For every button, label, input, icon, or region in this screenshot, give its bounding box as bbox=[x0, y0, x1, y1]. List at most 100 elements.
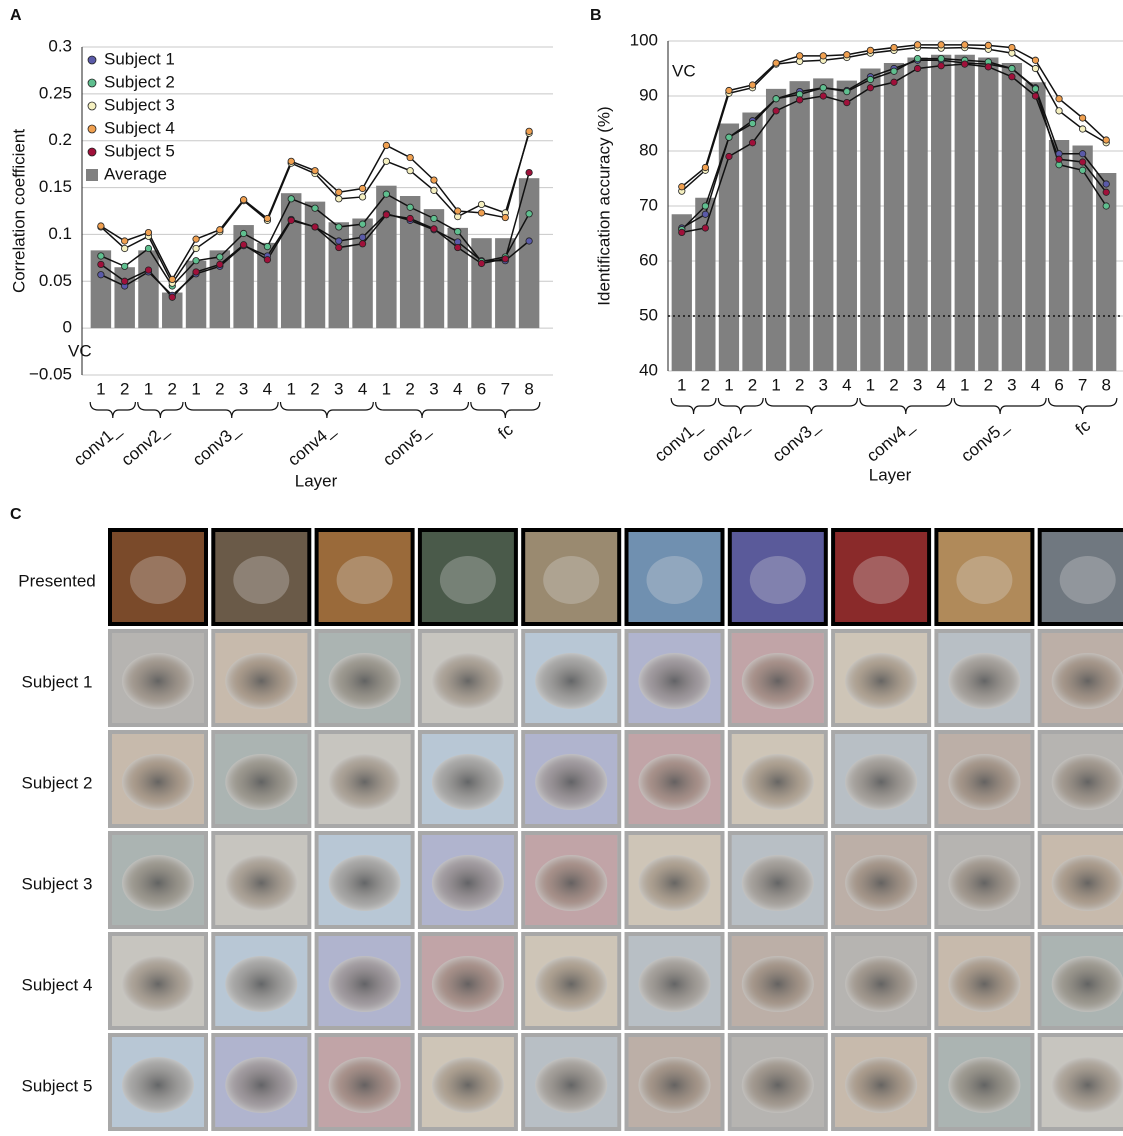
image-blur bbox=[122, 653, 194, 709]
bar bbox=[955, 55, 975, 371]
point bbox=[98, 223, 104, 229]
legend-label: Subject 2 bbox=[104, 72, 175, 91]
point bbox=[1079, 151, 1085, 157]
point bbox=[702, 211, 708, 217]
y-tick-label: 90 bbox=[639, 85, 658, 104]
bar bbox=[1049, 140, 1069, 371]
group-label: conv3_ bbox=[189, 420, 244, 470]
point bbox=[867, 47, 873, 53]
x-tick-label: 1 bbox=[724, 375, 733, 394]
y-tick-label: 80 bbox=[639, 140, 658, 159]
point bbox=[98, 272, 104, 278]
legend-swatch bbox=[88, 125, 96, 133]
point bbox=[431, 215, 437, 221]
image-subject bbox=[750, 556, 806, 604]
image-blur bbox=[122, 1057, 194, 1113]
point bbox=[431, 177, 437, 183]
image-blur bbox=[845, 653, 917, 709]
point bbox=[844, 99, 850, 105]
bar bbox=[884, 63, 904, 371]
x-tick-label: 1 bbox=[771, 375, 780, 394]
image-blur bbox=[225, 754, 297, 810]
point bbox=[478, 201, 484, 207]
image-blur bbox=[122, 855, 194, 911]
image-blur bbox=[845, 956, 917, 1012]
bar bbox=[978, 58, 998, 372]
group-brace bbox=[765, 398, 857, 414]
point bbox=[359, 221, 365, 227]
point bbox=[478, 210, 484, 216]
point bbox=[264, 257, 270, 263]
group-brace bbox=[281, 402, 374, 418]
image-subject bbox=[130, 556, 186, 604]
image-blur bbox=[1052, 653, 1123, 709]
image-blur bbox=[329, 754, 401, 810]
image-blur bbox=[639, 1057, 711, 1113]
panel-label: B bbox=[590, 7, 602, 24]
y-tick-label: 0.05 bbox=[39, 271, 72, 290]
image-blur bbox=[948, 956, 1020, 1012]
y-axis-label: Identification accuracy (%) bbox=[594, 106, 613, 305]
legend-label: Subject 3 bbox=[104, 95, 175, 114]
point bbox=[1032, 57, 1038, 63]
bar bbox=[860, 69, 880, 372]
x-tick-label: 3 bbox=[239, 379, 248, 398]
image-subject bbox=[543, 556, 599, 604]
image-blur bbox=[432, 754, 504, 810]
bar bbox=[742, 113, 762, 372]
group-label: fc bbox=[1072, 416, 1095, 439]
legend-label: Subject 4 bbox=[104, 118, 175, 137]
point bbox=[383, 212, 389, 218]
point bbox=[749, 120, 755, 126]
image-blur bbox=[1052, 956, 1123, 1012]
point bbox=[1056, 108, 1062, 114]
point bbox=[1079, 167, 1085, 173]
point bbox=[407, 215, 413, 221]
point bbox=[679, 229, 685, 235]
point bbox=[726, 134, 732, 140]
group-label: conv2_ bbox=[698, 416, 753, 466]
point bbox=[121, 238, 127, 244]
y-tick-label: 100 bbox=[630, 30, 658, 49]
image-blur bbox=[948, 855, 1020, 911]
bar bbox=[138, 250, 158, 328]
image-subject bbox=[956, 556, 1012, 604]
image-blur bbox=[329, 653, 401, 709]
image-blur bbox=[535, 754, 607, 810]
image-blur bbox=[329, 1057, 401, 1113]
point bbox=[773, 108, 779, 114]
point bbox=[702, 203, 708, 209]
bar bbox=[907, 58, 927, 372]
point bbox=[121, 263, 127, 269]
image-blur bbox=[639, 653, 711, 709]
point bbox=[169, 276, 175, 282]
point bbox=[359, 234, 365, 240]
x-tick-label: 1 bbox=[866, 375, 875, 394]
x-tick-label: 4 bbox=[453, 379, 462, 398]
point bbox=[1032, 93, 1038, 99]
legend-swatch bbox=[86, 169, 98, 181]
image-blur bbox=[329, 956, 401, 1012]
image-subject bbox=[337, 556, 393, 604]
image-blur bbox=[225, 1057, 297, 1113]
y-tick-label: 0.15 bbox=[39, 177, 72, 196]
image-blur bbox=[535, 1057, 607, 1113]
image-subject bbox=[1060, 556, 1116, 604]
image-subject bbox=[647, 556, 703, 604]
row-label: Subject 5 bbox=[22, 1076, 93, 1095]
legend-label: Subject 1 bbox=[104, 49, 175, 68]
point bbox=[121, 245, 127, 251]
point bbox=[478, 260, 484, 266]
point bbox=[336, 189, 342, 195]
bar bbox=[695, 198, 715, 371]
image-blur bbox=[742, 855, 814, 911]
point bbox=[820, 93, 826, 99]
point bbox=[336, 224, 342, 230]
annotation: VC bbox=[68, 341, 92, 360]
point bbox=[98, 261, 104, 267]
point bbox=[1032, 86, 1038, 92]
point bbox=[749, 82, 755, 88]
point bbox=[240, 242, 246, 248]
point bbox=[217, 261, 223, 267]
point bbox=[962, 61, 968, 67]
